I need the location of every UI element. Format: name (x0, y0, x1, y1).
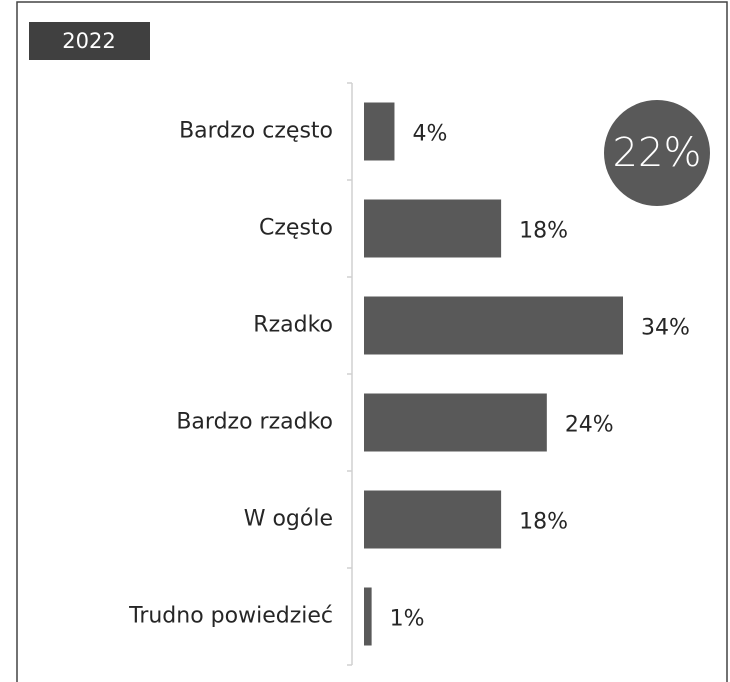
category-label: W ogóle (244, 507, 333, 532)
category-label: Często (259, 216, 333, 241)
value-label: 18% (519, 510, 568, 535)
value-label: 34% (641, 316, 690, 341)
annotation: 22% (613, 130, 702, 176)
frame (16, 1, 728, 682)
value-label: 4% (412, 122, 447, 147)
badge-box (29, 22, 150, 60)
category-label: Trudno powiedzieć (128, 604, 333, 629)
value-label: 18% (519, 219, 568, 244)
value-label: 1% (390, 607, 425, 632)
bar (364, 490, 502, 549)
category-label: Bardzo często (179, 119, 333, 144)
badge-label: 2022 (62, 29, 115, 53)
bar (364, 393, 547, 452)
bar (364, 199, 502, 258)
annotation-circle (604, 100, 710, 206)
category-label: Rzadko (253, 313, 333, 338)
category-label: Bardzo rzadko (176, 410, 333, 435)
bar (364, 587, 372, 646)
bar (364, 102, 395, 161)
value-label: 24% (565, 413, 614, 438)
bar (364, 296, 623, 355)
